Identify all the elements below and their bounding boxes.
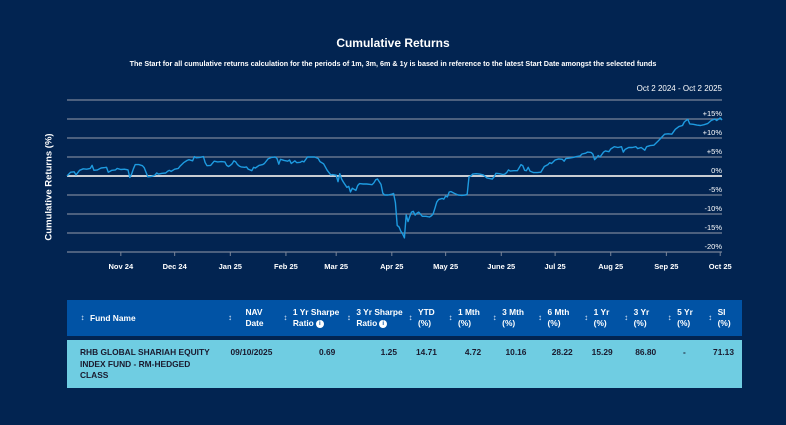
series-layer <box>66 117 723 239</box>
column-header[interactable]: ↕ 1 Yr Sharpe Ratio i <box>280 300 343 338</box>
x-tick-label: Jul 25 <box>544 262 565 271</box>
x-axis: Nov 24 Dec 24 Jan 25 Feb 25 Mar 25 Apr 25 May … <box>109 252 732 271</box>
sort-icon[interactable]: ↕ <box>584 313 589 322</box>
column-header-label: 6 Mth (%) <box>547 307 570 328</box>
column-header[interactable]: ↕ 1 Mth (%) <box>445 300 489 338</box>
sort-icon[interactable]: ↕ <box>346 313 351 322</box>
cell-fund-name: RHB GLOBAL SHARIAH EQUITY INDEX FUND - R… <box>80 347 210 380</box>
chart-title: Cumulative Returns <box>336 36 450 50</box>
column-header-label: 1 Yr (%) <box>593 307 610 328</box>
column-header[interactable]: ↕ 3 Mth (%) <box>489 300 534 338</box>
series-line-rhb-global-shariah <box>66 117 723 239</box>
column-header-label: 3 Yr (%) <box>633 307 650 328</box>
cell-mth-3: 10.16 <box>505 347 527 357</box>
sort-icon[interactable]: ↕ <box>492 313 497 322</box>
cumulative-returns-chart: Nov 24 Dec 24 Jan 25 Feb 25 Mar 25 Apr 25 May … <box>66 99 732 271</box>
sort-icon[interactable]: ↕ <box>448 313 453 322</box>
info-icon[interactable]: i <box>379 319 388 328</box>
column-header[interactable]: ↕ 3 Yr Sharpe Ratio i <box>343 300 405 338</box>
info-icon[interactable]: i <box>315 319 324 328</box>
x-tick-label: Mar 25 <box>324 262 348 271</box>
y-tick-label: +15% <box>703 109 723 118</box>
column-header-label: 3 Mth (%) <box>502 307 525 328</box>
sort-icon[interactable]: ↕ <box>227 313 232 322</box>
column-header-label: 1 Mth (%) <box>457 307 480 328</box>
column-header[interactable]: ↕ 3 Yr (%) <box>621 300 665 338</box>
y-tick-label: -15% <box>704 223 722 232</box>
x-tick-label: Sep 25 <box>654 262 678 271</box>
column-header-label: NAV Date <box>245 307 264 328</box>
column-header[interactable]: ↕ YTD (%) <box>405 300 445 338</box>
x-tick-label: Dec 24 <box>163 262 188 271</box>
y-axis-labels: +15% +10% +5% 0% -5% -10% -15% -20% <box>703 109 723 251</box>
fund-comparison-table: ↕ Fund Name ↕ NAV Date ↕ 1 Yr Sharpe Ratio i ↕ 3 Y… <box>67 300 742 388</box>
sort-icon[interactable]: ↕ <box>537 313 542 322</box>
cell-sharpe-1yr: 0.69 <box>319 347 336 357</box>
column-header[interactable]: ↕ Fund Name <box>67 300 220 338</box>
cell-mth-6: 28.22 <box>551 347 573 357</box>
x-tick-label: Aug 25 <box>598 262 623 271</box>
chart-subtitle: The Start for all cumulative returns cal… <box>129 59 657 68</box>
table-header-row: ↕ Fund Name ↕ NAV Date ↕ 1 Yr Sharpe Ratio i ↕ 3 Y… <box>67 300 742 338</box>
x-tick-label: Apr 25 <box>380 262 403 271</box>
x-tick-label: June 25 <box>487 262 515 271</box>
column-header[interactable]: ↕ 1 Yr (%) <box>581 300 621 338</box>
column-header-label: Fund Name <box>90 312 136 323</box>
gridlines <box>67 99 722 253</box>
date-range-label: Oct 2 2024 - Oct 2 2025 <box>636 84 722 93</box>
sort-icon[interactable]: ↕ <box>624 313 629 322</box>
sort-icon[interactable]: ↕ <box>708 313 713 322</box>
x-tick-label: Nov 24 <box>109 262 134 271</box>
column-header-label: 5 Yr (%) <box>677 307 693 328</box>
y-tick-label: -20% <box>704 242 722 251</box>
y-tick-label: +5% <box>707 147 723 156</box>
cell-yr-3: 86.80 <box>635 347 657 357</box>
column-header[interactable]: ↕ 5 Yr (%) <box>664 300 704 338</box>
column-header[interactable]: ↕ 6 Mth (%) <box>534 300 580 338</box>
column-header-label: 3 Yr Sharpe Ratio i <box>356 307 403 328</box>
y-tick-label: -10% <box>704 204 722 213</box>
sort-icon[interactable]: ↕ <box>80 313 85 322</box>
cell-mth-1: 4.72 <box>464 347 482 357</box>
y-tick-label: +10% <box>703 128 723 137</box>
cell-ytd: 14.71 <box>416 347 437 357</box>
cell-yr-5: - <box>682 347 686 357</box>
cell-si: 71.13 <box>713 347 734 357</box>
sort-icon[interactable]: ↕ <box>283 313 288 322</box>
cell-yr-1: 15.29 <box>591 347 613 357</box>
column-header[interactable]: ↕ NAV Date <box>220 300 279 338</box>
sort-icon[interactable]: ↕ <box>408 313 413 322</box>
cell-nav-date: 09/10/2025 <box>230 347 273 357</box>
table-row[interactable]: RHB GLOBAL SHARIAH EQUITY INDEX FUND - R… <box>67 338 742 388</box>
x-tick-label: Oct 25 <box>709 262 732 271</box>
column-header-label: YTD (%) <box>417 307 435 328</box>
y-tick-label: -5% <box>709 185 723 194</box>
x-tick-label: Jan 25 <box>219 262 242 271</box>
column-header-label: 1 Yr Sharpe Ratio i <box>292 307 340 328</box>
y-tick-label: 0% <box>711 166 722 175</box>
x-tick-label: Feb 25 <box>274 262 298 271</box>
sort-icon[interactable]: ↕ <box>667 313 672 322</box>
column-header-label: SI (%) <box>717 307 731 328</box>
cell-sharpe-3yr: 1.25 <box>380 347 397 357</box>
column-header[interactable]: ↕ SI (%) <box>705 300 742 338</box>
x-tick-label: May 25 <box>433 262 458 271</box>
